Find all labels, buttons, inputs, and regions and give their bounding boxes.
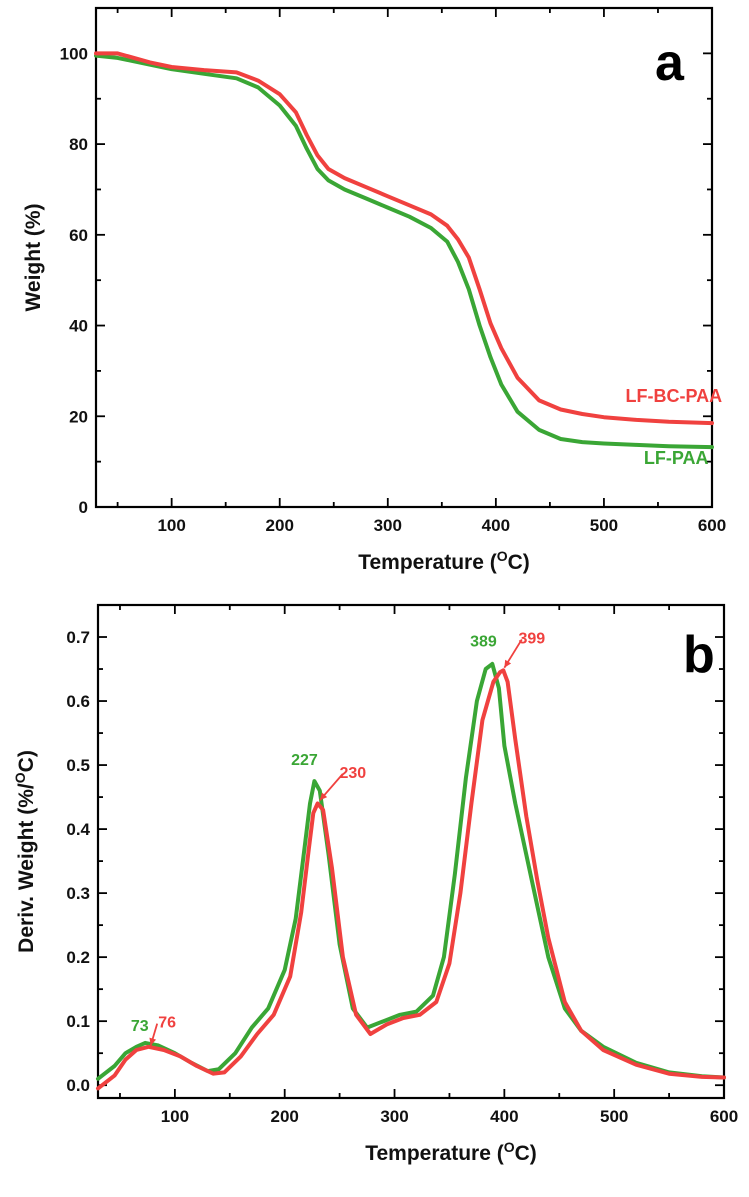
x-tick-label: 600 bbox=[710, 1107, 738, 1126]
x-tick-label: 100 bbox=[161, 1107, 189, 1126]
x-tick-label: 400 bbox=[490, 1107, 518, 1126]
series-line-lf-bc-paa bbox=[94, 51, 714, 426]
peak-annotation: 76 bbox=[158, 1015, 176, 1032]
y-axis-title: Deriv. Weight (%/OC) bbox=[12, 750, 38, 953]
series-label: LF-PAA bbox=[644, 448, 709, 468]
series-label: LF-BC-PAA bbox=[626, 386, 723, 406]
x-tick-label: 100 bbox=[157, 516, 185, 535]
x-tick-label: 300 bbox=[380, 1107, 408, 1126]
y-tick-label: 20 bbox=[69, 407, 88, 426]
y-tick-label: 0.0 bbox=[66, 1076, 90, 1095]
y-tick-label: 0.4 bbox=[66, 820, 90, 839]
y-tick-label: 0.6 bbox=[66, 692, 90, 711]
panel-b-chart: 100 200 300 400 500 600 0.0 0.1 0.2 0.3 0.4 0.5 0.6 0… bbox=[12, 603, 738, 1165]
y-tick-label: 40 bbox=[69, 317, 88, 336]
x-tick-label: 200 bbox=[266, 516, 294, 535]
series-line-lf-bc-paa bbox=[96, 668, 726, 1091]
panel-a-chart: 100 200 300 400 500 600 0 20 40 60 80 100 Temperatur… bbox=[22, 6, 726, 574]
annotation-arrowhead bbox=[504, 659, 512, 668]
panel-letter: a bbox=[655, 34, 685, 92]
x-tick-label: 500 bbox=[600, 1107, 628, 1126]
x-tick-label: 400 bbox=[482, 516, 510, 535]
plot-frame bbox=[96, 603, 726, 1100]
peak-annotation: 230 bbox=[339, 765, 366, 782]
x-tick-label: 200 bbox=[271, 1107, 299, 1126]
annotation-arrowhead bbox=[319, 792, 328, 801]
y-tick-label: 0 bbox=[79, 498, 88, 517]
peak-annotation: 73 bbox=[131, 1018, 149, 1035]
x-axis-title: Temperature (OC) bbox=[358, 548, 530, 574]
y-axis-title: Weight (%) bbox=[22, 203, 45, 311]
plot-frame bbox=[94, 6, 714, 509]
y-tick-label: 0.2 bbox=[66, 948, 90, 967]
series-line-lf-paa bbox=[94, 53, 714, 450]
y-tick-label: 60 bbox=[69, 226, 88, 245]
y-tick-label: 100 bbox=[60, 44, 88, 63]
peak-annotation: 389 bbox=[470, 634, 497, 651]
y-tick-label: 0.5 bbox=[66, 756, 90, 775]
panel-letter: b bbox=[683, 626, 715, 684]
peak-annotation: 227 bbox=[291, 752, 318, 769]
y-tick-label: 80 bbox=[69, 135, 88, 154]
x-tick-label: 600 bbox=[698, 516, 726, 535]
x-tick-label: 500 bbox=[590, 516, 618, 535]
y-tick-label: 0.1 bbox=[66, 1012, 90, 1031]
x-axis-title: Temperature (OC) bbox=[365, 1139, 537, 1165]
peak-annotation: 399 bbox=[518, 630, 545, 647]
annotation-arrowhead bbox=[149, 1037, 157, 1046]
y-tick-label: 0.7 bbox=[66, 628, 90, 647]
x-tick-label: 300 bbox=[374, 516, 402, 535]
y-tick-label: 0.3 bbox=[66, 884, 90, 903]
